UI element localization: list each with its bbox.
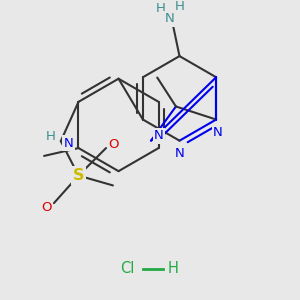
Text: H: H xyxy=(156,2,166,15)
Text: N: N xyxy=(165,12,175,25)
Text: N: N xyxy=(64,136,74,150)
Text: N: N xyxy=(175,147,184,160)
Text: S: S xyxy=(73,168,84,183)
Text: H: H xyxy=(46,130,56,143)
Text: O: O xyxy=(109,138,119,151)
Text: Cl: Cl xyxy=(120,261,135,276)
Text: H: H xyxy=(167,261,178,276)
Text: N: N xyxy=(213,126,223,139)
Text: H: H xyxy=(175,0,184,14)
Text: N: N xyxy=(154,129,164,142)
Text: O: O xyxy=(41,201,51,214)
